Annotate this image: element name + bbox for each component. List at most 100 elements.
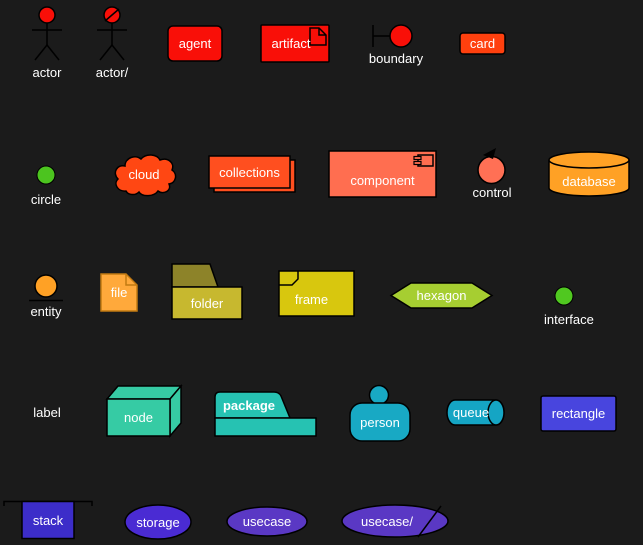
person-graphic [349,384,411,442]
business-usecase-slash [417,505,442,538]
artifact-graphic [260,24,330,63]
storage-text: storage [136,514,180,530]
folder-graphic [171,263,243,320]
document-icon [309,27,327,46]
folder-tab [171,263,220,288]
actor-label: actor [32,65,62,80]
interface-label: interface [544,312,594,327]
control-label: control [472,185,512,200]
actor-stick-body [32,23,62,61]
usecase-text: usecase [242,514,292,529]
frame-notch [279,271,299,286]
cloud-text: cloud [128,166,160,182]
node-front-face [106,398,171,437]
queue-shape: queue [446,399,505,426]
control-arrow [483,148,496,159]
collections-shape: collections [208,155,296,193]
person-head [368,384,390,406]
boundary-icon [372,24,413,48]
storage-graphic [124,504,192,540]
cloud-graphic [114,154,177,197]
actor-icon [32,6,62,61]
file-shape: file [100,273,138,312]
interface-graphic [554,286,574,306]
node-top-face [105,385,183,400]
actor-head [38,6,56,24]
circle-label: circle [30,192,62,207]
package-tab [214,391,292,419]
business-actor-icon [97,6,127,61]
card-text: card [469,36,496,51]
usecase-shape: usecase [226,506,308,537]
folder-body [171,286,243,320]
queue-graphic [446,399,505,426]
node-shape: node [105,383,183,439]
stack-text: stack [32,512,64,528]
collections-graphic [208,155,296,193]
package-body [214,417,317,437]
person-body [349,402,411,442]
database-shape: database [548,151,630,197]
rectangle-shape: rectangle [540,395,617,432]
person-text: person [360,414,400,430]
folder-text: folder [190,295,224,311]
component-text: component [350,172,415,188]
storage-shape: storage [124,504,192,540]
business-usecase-graphic [341,504,449,538]
business-actor-label: actor/ [95,65,129,80]
cloud-shape: cloud [110,151,178,197]
business-usecase-shape: usecase/ [341,504,449,538]
rectangle-graphic [540,395,617,432]
database-graphic [548,151,630,197]
stack-shape: stack [3,498,93,542]
entity-label: entity [30,304,62,319]
component-icon [413,154,434,167]
folder-shape: folder [171,262,243,320]
component-shape: component [328,150,437,198]
stack-graphic [3,500,93,540]
circle-graphic [36,165,56,185]
package-text: package [222,397,276,413]
boundary-shape: boundary [358,22,434,80]
circle-shape: circle [26,165,66,207]
collections-text: collections [219,164,280,180]
hexagon-graphic [389,282,494,309]
queue-text: queue [452,405,490,420]
agent-graphic [167,25,223,62]
frame-shape: frame [278,270,355,317]
business-actor-shape: actor/ [89,5,135,80]
hexagon-shape: hexagon [389,282,494,309]
business-actor-stick-body [97,23,127,61]
node-graphic [105,383,183,439]
node-text: node [124,410,153,425]
component-graphic [328,150,437,198]
database-text: database [562,173,616,189]
card-shape: card [459,32,506,55]
frame-graphic [278,270,355,317]
file-text: file [110,285,128,300]
actor-shape: actor [24,5,70,80]
business-actor-slash [104,8,120,22]
control-shape: control [470,146,514,202]
boundary-label: boundary [368,51,424,66]
frame-text: frame [294,292,329,307]
artifact-shape: artifact [260,24,330,63]
business-usecase-text: usecase/ [360,513,414,529]
artifact-text: artifact [271,36,311,51]
rectangle-text: rectangle [551,406,606,421]
package-shape: package [213,389,318,438]
usecase-graphic [226,506,308,537]
package-graphic [214,391,317,437]
agent-text: agent [178,36,212,51]
interface-shape: interface [544,286,594,328]
control-icon [477,148,506,185]
file-graphic [100,273,138,312]
label-text: label [33,405,61,420]
person-shape: person [349,384,411,442]
card-graphic [459,32,506,55]
hexagon-text: hexagon [416,288,467,303]
agent-shape: agent [167,25,223,62]
entity-icon [29,274,63,302]
entity-shape: entity [25,274,67,318]
